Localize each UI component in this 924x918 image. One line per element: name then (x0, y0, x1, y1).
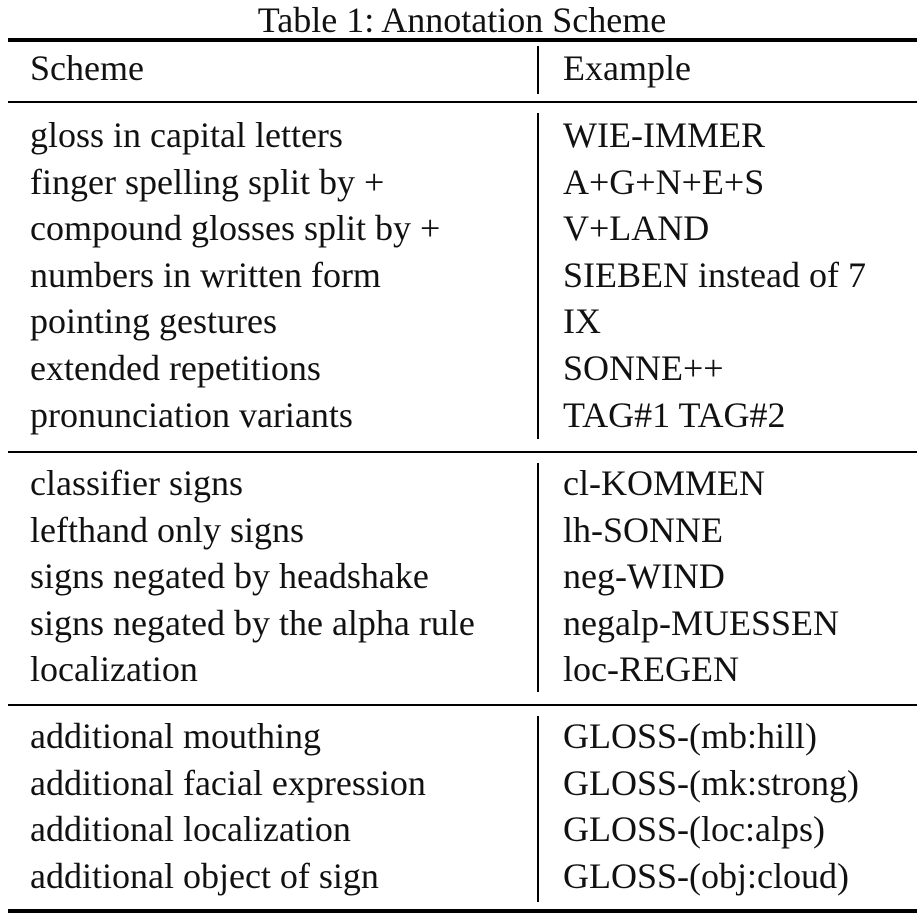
example-cell: V+LAND (563, 208, 710, 248)
scheme-cell: pronunciation variants (30, 395, 353, 435)
bottom-rule (8, 909, 917, 913)
example-cell: neg-WIND (563, 556, 725, 596)
table-caption: Table 1: Annotation Scheme (257, 0, 667, 40)
scheme-cell: localization (30, 649, 198, 689)
example-cell: A+G+N+E+S (563, 162, 765, 202)
header-example: Example (563, 48, 691, 88)
example-cell: GLOSS-(mk:strong) (563, 763, 859, 803)
scheme-cell: compound glosses split by + (30, 208, 441, 248)
column-separator (537, 113, 539, 439)
top-rule (8, 38, 917, 42)
column-separator (537, 46, 539, 94)
example-cell: GLOSS-(mb:hill) (563, 716, 818, 756)
scheme-cell: additional object of sign (30, 856, 379, 896)
example-cell: GLOSS-(obj:cloud) (563, 856, 849, 896)
example-cell: SIEBEN instead of 7 (563, 255, 866, 295)
scheme-cell: finger spelling split by + (30, 162, 385, 202)
scheme-cell: lefthand only signs (30, 510, 304, 550)
example-cell: lh-SONNE (563, 510, 723, 550)
scheme-cell: additional localization (30, 809, 351, 849)
scheme-cell: gloss in capital letters (30, 115, 343, 155)
header-scheme: Scheme (30, 48, 144, 88)
group-divider-2 (8, 704, 917, 706)
group-divider-1 (8, 451, 917, 453)
example-cell: TAG#1 TAG#2 (563, 395, 786, 435)
scheme-cell: numbers in written form (30, 255, 381, 295)
example-cell: IX (563, 301, 601, 341)
scheme-cell: extended repetitions (30, 348, 321, 388)
scheme-cell: pointing gestures (30, 301, 277, 341)
header-rule (8, 101, 917, 103)
example-cell: cl-KOMMEN (563, 463, 765, 503)
scheme-cell: signs negated by headshake (30, 556, 429, 596)
example-cell: loc-REGEN (563, 649, 739, 689)
scheme-cell: additional facial expression (30, 763, 426, 803)
scheme-cell: additional mouthing (30, 716, 321, 756)
scheme-cell: signs negated by the alpha rule (30, 603, 475, 643)
example-cell: negalp-MUESSEN (563, 603, 839, 643)
example-cell: GLOSS-(loc:alps) (563, 809, 825, 849)
scheme-cell: classifier signs (30, 463, 243, 503)
column-separator (537, 716, 539, 902)
example-cell: SONNE++ (563, 348, 724, 388)
column-separator (537, 463, 539, 692)
example-cell: WIE-IMMER (563, 115, 765, 155)
